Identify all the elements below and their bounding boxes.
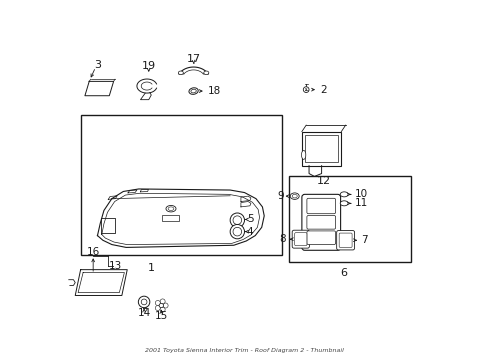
Circle shape <box>233 227 241 236</box>
Text: 3: 3 <box>94 60 101 70</box>
Text: 10: 10 <box>354 189 367 199</box>
Text: 18: 18 <box>207 86 221 96</box>
Circle shape <box>303 87 308 93</box>
Ellipse shape <box>165 206 176 212</box>
FancyBboxPatch shape <box>292 230 309 248</box>
Text: 19: 19 <box>142 61 156 71</box>
Text: 11: 11 <box>354 198 367 208</box>
Text: 8: 8 <box>279 234 285 244</box>
Ellipse shape <box>301 150 305 159</box>
Text: 7: 7 <box>360 235 367 245</box>
Ellipse shape <box>292 194 297 198</box>
Ellipse shape <box>290 193 299 199</box>
Text: 2001 Toyota Sienna Interior Trim - Roof Diagram 2 - Thumbnail: 2001 Toyota Sienna Interior Trim - Roof … <box>145 348 343 353</box>
Circle shape <box>138 296 149 308</box>
FancyBboxPatch shape <box>306 198 335 214</box>
Ellipse shape <box>178 71 183 75</box>
Text: 16: 16 <box>86 247 100 257</box>
Text: 4: 4 <box>246 227 253 237</box>
Ellipse shape <box>190 89 196 93</box>
Bar <box>289 176 410 262</box>
FancyBboxPatch shape <box>306 231 335 244</box>
Text: 6: 6 <box>340 268 347 278</box>
Text: 2: 2 <box>319 85 326 95</box>
FancyBboxPatch shape <box>301 194 340 250</box>
Bar <box>81 116 282 255</box>
Circle shape <box>155 306 160 311</box>
Circle shape <box>163 303 168 308</box>
Text: 17: 17 <box>186 54 200 64</box>
Ellipse shape <box>168 207 174 211</box>
FancyBboxPatch shape <box>294 233 306 246</box>
Ellipse shape <box>340 192 347 197</box>
Circle shape <box>230 225 244 239</box>
FancyBboxPatch shape <box>339 233 351 247</box>
Ellipse shape <box>188 88 198 94</box>
Text: 5: 5 <box>246 215 253 224</box>
Ellipse shape <box>203 71 208 75</box>
Text: 9: 9 <box>277 191 284 201</box>
FancyBboxPatch shape <box>306 216 335 229</box>
Circle shape <box>155 301 160 306</box>
Text: 12: 12 <box>316 176 330 186</box>
Circle shape <box>141 299 147 305</box>
Circle shape <box>230 213 244 227</box>
Text: 13: 13 <box>109 261 122 271</box>
Circle shape <box>160 299 165 304</box>
Text: 14: 14 <box>137 309 150 318</box>
Text: 1: 1 <box>148 263 155 273</box>
FancyBboxPatch shape <box>336 230 354 250</box>
Bar <box>162 215 179 221</box>
Bar <box>305 135 337 162</box>
Circle shape <box>159 303 163 308</box>
Circle shape <box>160 307 165 312</box>
Ellipse shape <box>340 201 347 206</box>
Circle shape <box>233 216 241 225</box>
Bar <box>301 132 341 166</box>
Text: 15: 15 <box>154 311 167 320</box>
